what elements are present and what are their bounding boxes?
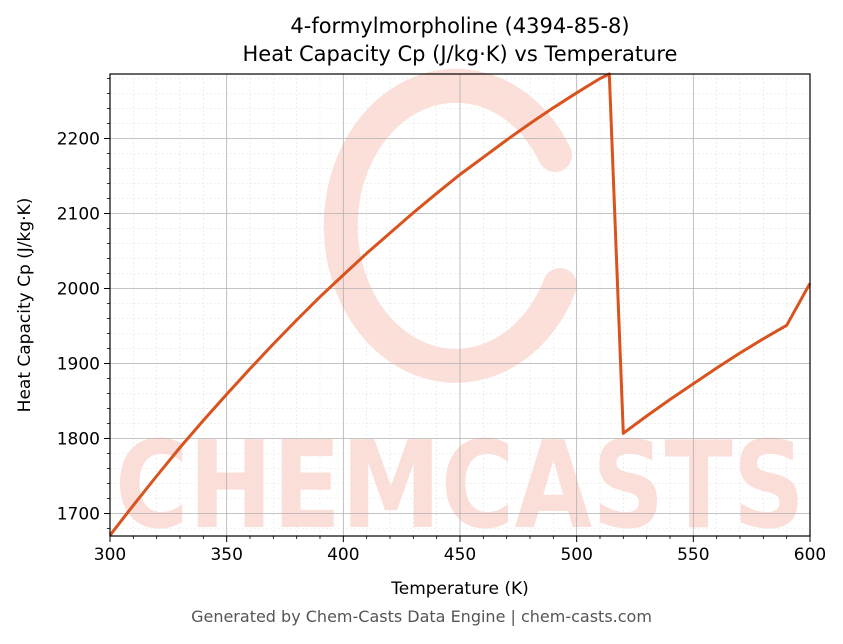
x-tick-label: 300 (94, 545, 126, 565)
axis-ticks: 300 350 400 450 500 550 600 1700 1800 1900 2000 210… (57, 78, 826, 565)
x-tick-label: 500 (560, 545, 592, 565)
y-axis-label: Heat Capacity Cp (J/kg·K) (15, 198, 35, 413)
y-tick-label: 1700 (57, 505, 100, 525)
x-axis-label: Temperature (K) (390, 579, 529, 599)
x-tick-label: 400 (327, 545, 359, 565)
y-tick-label: 1800 (57, 430, 100, 450)
y-tick-label: 1900 (57, 355, 100, 375)
x-tick-label: 600 (794, 545, 826, 565)
data-series (108, 72, 812, 537)
footer-credit: Generated by Chem-Casts Data Engine | ch… (191, 607, 652, 626)
series-line (108, 72, 812, 537)
major-grid (109, 74, 811, 536)
x-tick-label: 550 (677, 545, 709, 565)
chart-title-line2: Heat Capacity Cp (J/kg·K) vs Temperature (243, 42, 678, 66)
y-tick-label: 2200 (57, 130, 100, 150)
watermark-logo-c (323, 68, 577, 383)
chart-title-line1: 4-formylmorpholine (4394-85-8) (290, 14, 629, 38)
x-tick-label: 350 (210, 545, 242, 565)
y-tick-label: 2100 (57, 205, 100, 225)
x-tick-label: 450 (444, 545, 476, 565)
y-tick-label: 2000 (57, 280, 100, 300)
